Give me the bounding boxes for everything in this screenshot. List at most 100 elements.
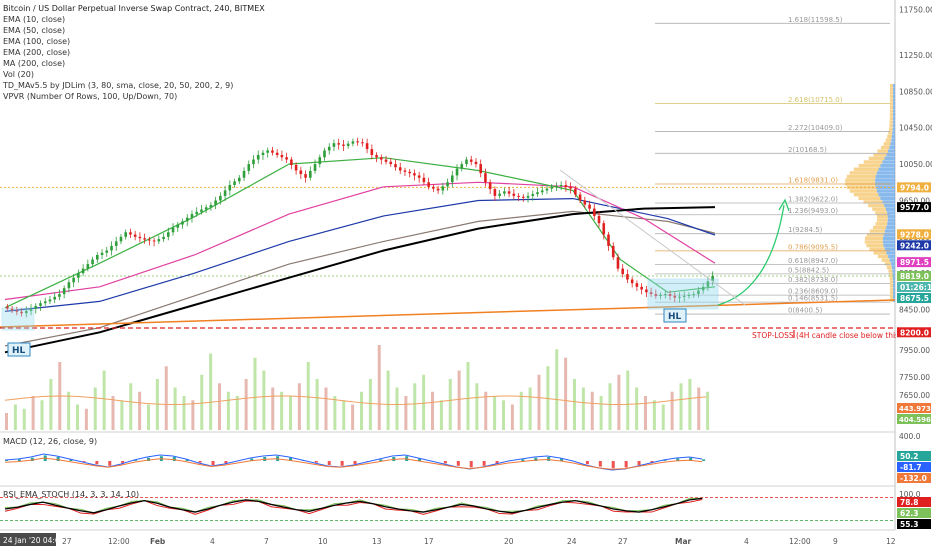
candle-body [517, 195, 520, 197]
legend-item[interactable]: EMA (200, close) [3, 48, 71, 57]
volume-bar [191, 400, 195, 430]
time-tick-label: 27 [62, 537, 72, 546]
vpvr-down-bar [878, 193, 895, 197]
vpvr-up-bar [881, 258, 890, 262]
volume-bar [377, 345, 381, 430]
candle-body [185, 217, 189, 222]
volume-bar [368, 379, 372, 430]
vpvr-down-bar [878, 167, 895, 171]
vpvr-up-bar [864, 240, 883, 244]
macd-hist-bar [95, 461, 99, 465]
vpvr-down-bar [883, 233, 895, 237]
macd-hist-bar [689, 457, 693, 461]
hl-tag-left [7, 342, 31, 357]
volume-bar [262, 370, 266, 430]
candle-body [62, 288, 66, 295]
macd-hist-bar [624, 461, 628, 468]
vpvr-up-bar [873, 153, 887, 157]
vpvr-down-bar [876, 171, 895, 175]
candle-body [370, 149, 374, 155]
candle-body [114, 241, 118, 246]
candle-body [309, 170, 312, 178]
volume-badge [897, 414, 931, 424]
macd-axis-top: 400.0 [899, 432, 921, 441]
gray-trendline [559, 169, 746, 306]
candle-body [337, 143, 340, 145]
vpvr-up-bar [888, 127, 893, 131]
volume-bar [351, 404, 355, 430]
vpvr-up-bar [889, 105, 893, 110]
price-axis[interactable]: 11750.00 11250.00 10850.00 10450.00 10050.00… [896, 0, 932, 530]
price-tick-label: 11250.00 [899, 51, 932, 60]
legend-item[interactable]: TD_MAv5.5 by JDLim (3, 80, sma, close, 2… [3, 81, 234, 90]
legend-item[interactable]: MA (200, close) [3, 59, 66, 68]
vpvr-up-bar [889, 273, 893, 277]
vpvr-down-bar [876, 189, 895, 193]
legend-item[interactable]: EMA (100, close) [3, 37, 71, 46]
hl-tag-right [663, 308, 687, 323]
macd-hist-bar [547, 457, 551, 461]
legend-item[interactable]: Vol (20) [3, 70, 34, 79]
candle-body [10, 308, 14, 311]
vpvr-down-bar [892, 280, 895, 284]
candle-body [692, 294, 695, 296]
candle-body [432, 186, 435, 189]
vpvr-up-bar [866, 243, 884, 248]
candle-body [422, 177, 426, 183]
volume-bar [209, 353, 213, 430]
candle-body [332, 143, 336, 147]
volume-bar [519, 391, 523, 430]
candle-body [384, 159, 388, 162]
candle-body [39, 303, 42, 306]
macd-hist-bar [469, 461, 473, 468]
candle-body [441, 186, 445, 191]
hl-label-right: HL [668, 312, 682, 322]
candle-body [247, 164, 251, 171]
legend-item[interactable]: VPVR (Number Of Rows, 100, Up/Down, 70) [3, 92, 178, 101]
vpvr-down-bar [892, 83, 895, 88]
legend-item[interactable]: EMA (10, close) [3, 15, 66, 24]
time-tick-label: 7 [264, 537, 269, 546]
volume-bar [493, 396, 497, 430]
volume-bar [457, 370, 461, 430]
rsi-label[interactable]: RSI_EMA_STOCH (14, 3, 3, 14, 10) [3, 490, 140, 499]
candle-body [190, 214, 194, 218]
volume-bar [173, 387, 177, 430]
macd-hist-bar [314, 461, 318, 463]
candle-body [630, 279, 634, 284]
vpvr-down-bar [891, 134, 895, 139]
vpvr-up-bar [889, 83, 893, 88]
candle-body [597, 215, 601, 224]
vpvr-up-bar [869, 229, 885, 233]
vpvr-up-bar [849, 189, 877, 193]
candle-body [67, 282, 71, 289]
vpvr-up-bar [889, 98, 893, 102]
macd-badge-label: -81.7 [900, 463, 922, 472]
vpvr-up-bar [866, 233, 884, 237]
macd-hist-bar [482, 461, 486, 466]
price-tick-label: 10450.00 [899, 124, 932, 133]
volume-bar [626, 370, 630, 430]
candle-body [138, 236, 142, 239]
candle-body [25, 310, 28, 314]
price-tick-label: 9650.00 [899, 196, 930, 205]
vpvr-up-bar [889, 291, 893, 295]
candle-body [507, 191, 511, 194]
vpvr-up-bar [889, 87, 893, 91]
candle-body [621, 268, 624, 275]
price-badge-label: 8200.0 [900, 328, 929, 337]
candle-body [389, 161, 393, 165]
volume-bar [635, 387, 639, 430]
candle-body [43, 301, 47, 304]
candle-body [81, 268, 85, 274]
indicator-legend: Bitcoin / US Dollar Perpetual Inverse Sw… [3, 3, 265, 102]
macd-label[interactable]: MACD (12, 26, close, 9) [3, 437, 98, 446]
candle-body [72, 277, 75, 283]
fib-label: 2.272(10409.0) [788, 124, 843, 132]
volume-bar [200, 374, 204, 430]
volume-bar [138, 391, 142, 430]
legend-item[interactable]: EMA (50, close) [3, 26, 66, 35]
candle-body [451, 175, 454, 183]
